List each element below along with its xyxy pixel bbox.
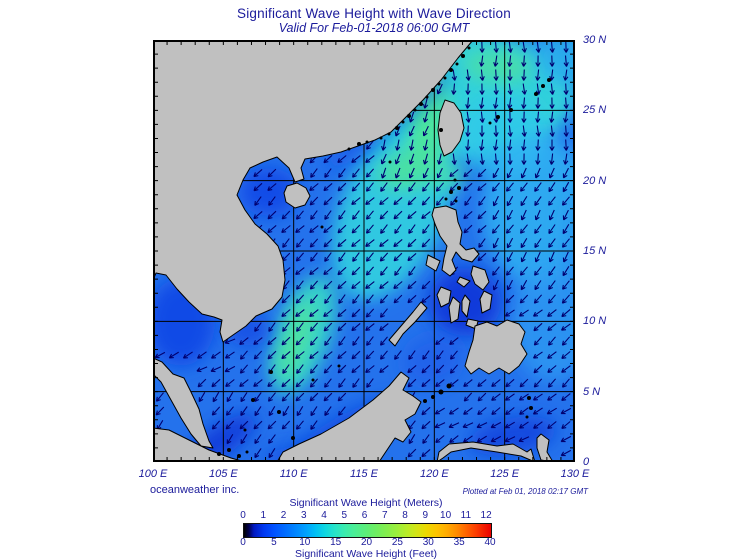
land-mindanao xyxy=(464,319,528,375)
land-cebu xyxy=(461,294,471,318)
land-palawan xyxy=(388,301,428,347)
lon-label: 120 E xyxy=(419,468,449,480)
wave-map-svg xyxy=(153,40,575,462)
land-negros xyxy=(448,296,461,324)
lon-label: 105 E xyxy=(208,468,238,480)
meters-tick: 0 xyxy=(240,510,246,521)
land-mindoro xyxy=(425,254,441,272)
meters-tick: 8 xyxy=(402,510,408,521)
feet-tick: 30 xyxy=(422,537,434,548)
colorbar-title-meters: Significant Wave Height (Meters) xyxy=(289,497,443,509)
feet-tick: 0 xyxy=(240,537,246,548)
oceanweather-credit: oceanweather inc. xyxy=(150,484,240,496)
lon-label: 125 E xyxy=(490,468,520,480)
wave-direction-arrows xyxy=(154,41,572,459)
sea-field xyxy=(153,40,575,462)
feet-tick: 5 xyxy=(271,537,277,548)
land-taiwan xyxy=(437,99,465,157)
meters-tick: 11 xyxy=(460,510,472,521)
feet-tick: 25 xyxy=(391,537,403,548)
feet-tick: 40 xyxy=(484,537,496,548)
colorbar-feet-ticks: 0 5 10 15 20 25 30 35 40 xyxy=(240,537,495,549)
land-borneo xyxy=(276,371,422,462)
land-hainan xyxy=(283,182,311,209)
meters-tick: 3 xyxy=(300,510,307,521)
feet-tick: 35 xyxy=(453,537,465,548)
lat-label: 20 N xyxy=(583,174,607,187)
landmasses xyxy=(153,40,554,462)
lat-label: 30 N xyxy=(583,34,607,46)
meters-tick: 12 xyxy=(480,510,492,521)
land-panay xyxy=(436,286,452,308)
wave-map xyxy=(153,40,575,462)
feet-tick: 20 xyxy=(360,537,373,548)
lat-label: 25 N xyxy=(583,104,607,117)
feet-tick: 10 xyxy=(299,537,311,548)
meters-tick: 2 xyxy=(280,510,287,521)
meters-tick: 9 xyxy=(422,510,429,521)
land-malay-peninsula xyxy=(153,357,214,449)
land-sulawesi xyxy=(436,441,536,462)
land-luzon xyxy=(431,205,480,277)
meters-tick: 5 xyxy=(341,510,348,521)
land-leyte xyxy=(479,290,493,314)
page-title: Significant Wave Height with Wave Direct… xyxy=(237,6,511,21)
lon-label: 115 E xyxy=(350,468,378,480)
lat-label: 0 xyxy=(583,455,590,468)
small-islands xyxy=(217,46,551,458)
map-frame xyxy=(153,40,575,462)
feet-tick: 15 xyxy=(330,537,342,548)
meters-tick: 10 xyxy=(440,510,452,521)
land-samar xyxy=(470,265,490,291)
lat-label: 10 N xyxy=(583,315,607,328)
lon-label: 100 E xyxy=(138,468,168,480)
lat-label: 15 N xyxy=(583,244,607,257)
meters-tick: 6 xyxy=(361,510,368,521)
colorbar-title-feet: Significant Wave Height (Feet) xyxy=(294,548,437,560)
land-asia-mainland xyxy=(153,40,474,343)
plotted-timestamp: Plotted at Feb 01, 2018 02:17 GMT xyxy=(462,487,588,496)
meters-tick: 7 xyxy=(382,510,388,521)
lon-label: 130 E xyxy=(560,468,590,480)
wave-height-colorbar xyxy=(243,523,492,538)
land-masbate xyxy=(456,276,471,288)
valid-time-subtitle: Valid For Feb-01-2018 06:00 GMT xyxy=(278,21,470,35)
meters-tick: 1 xyxy=(260,510,267,521)
meters-tick: 4 xyxy=(321,510,327,521)
lon-label: 110 E xyxy=(279,468,308,480)
lat-label: 5 N xyxy=(583,385,601,398)
colorbar-meters-ticks: 0 1 2 3 4 5 6 7 8 9 10 11 12 xyxy=(240,510,491,522)
